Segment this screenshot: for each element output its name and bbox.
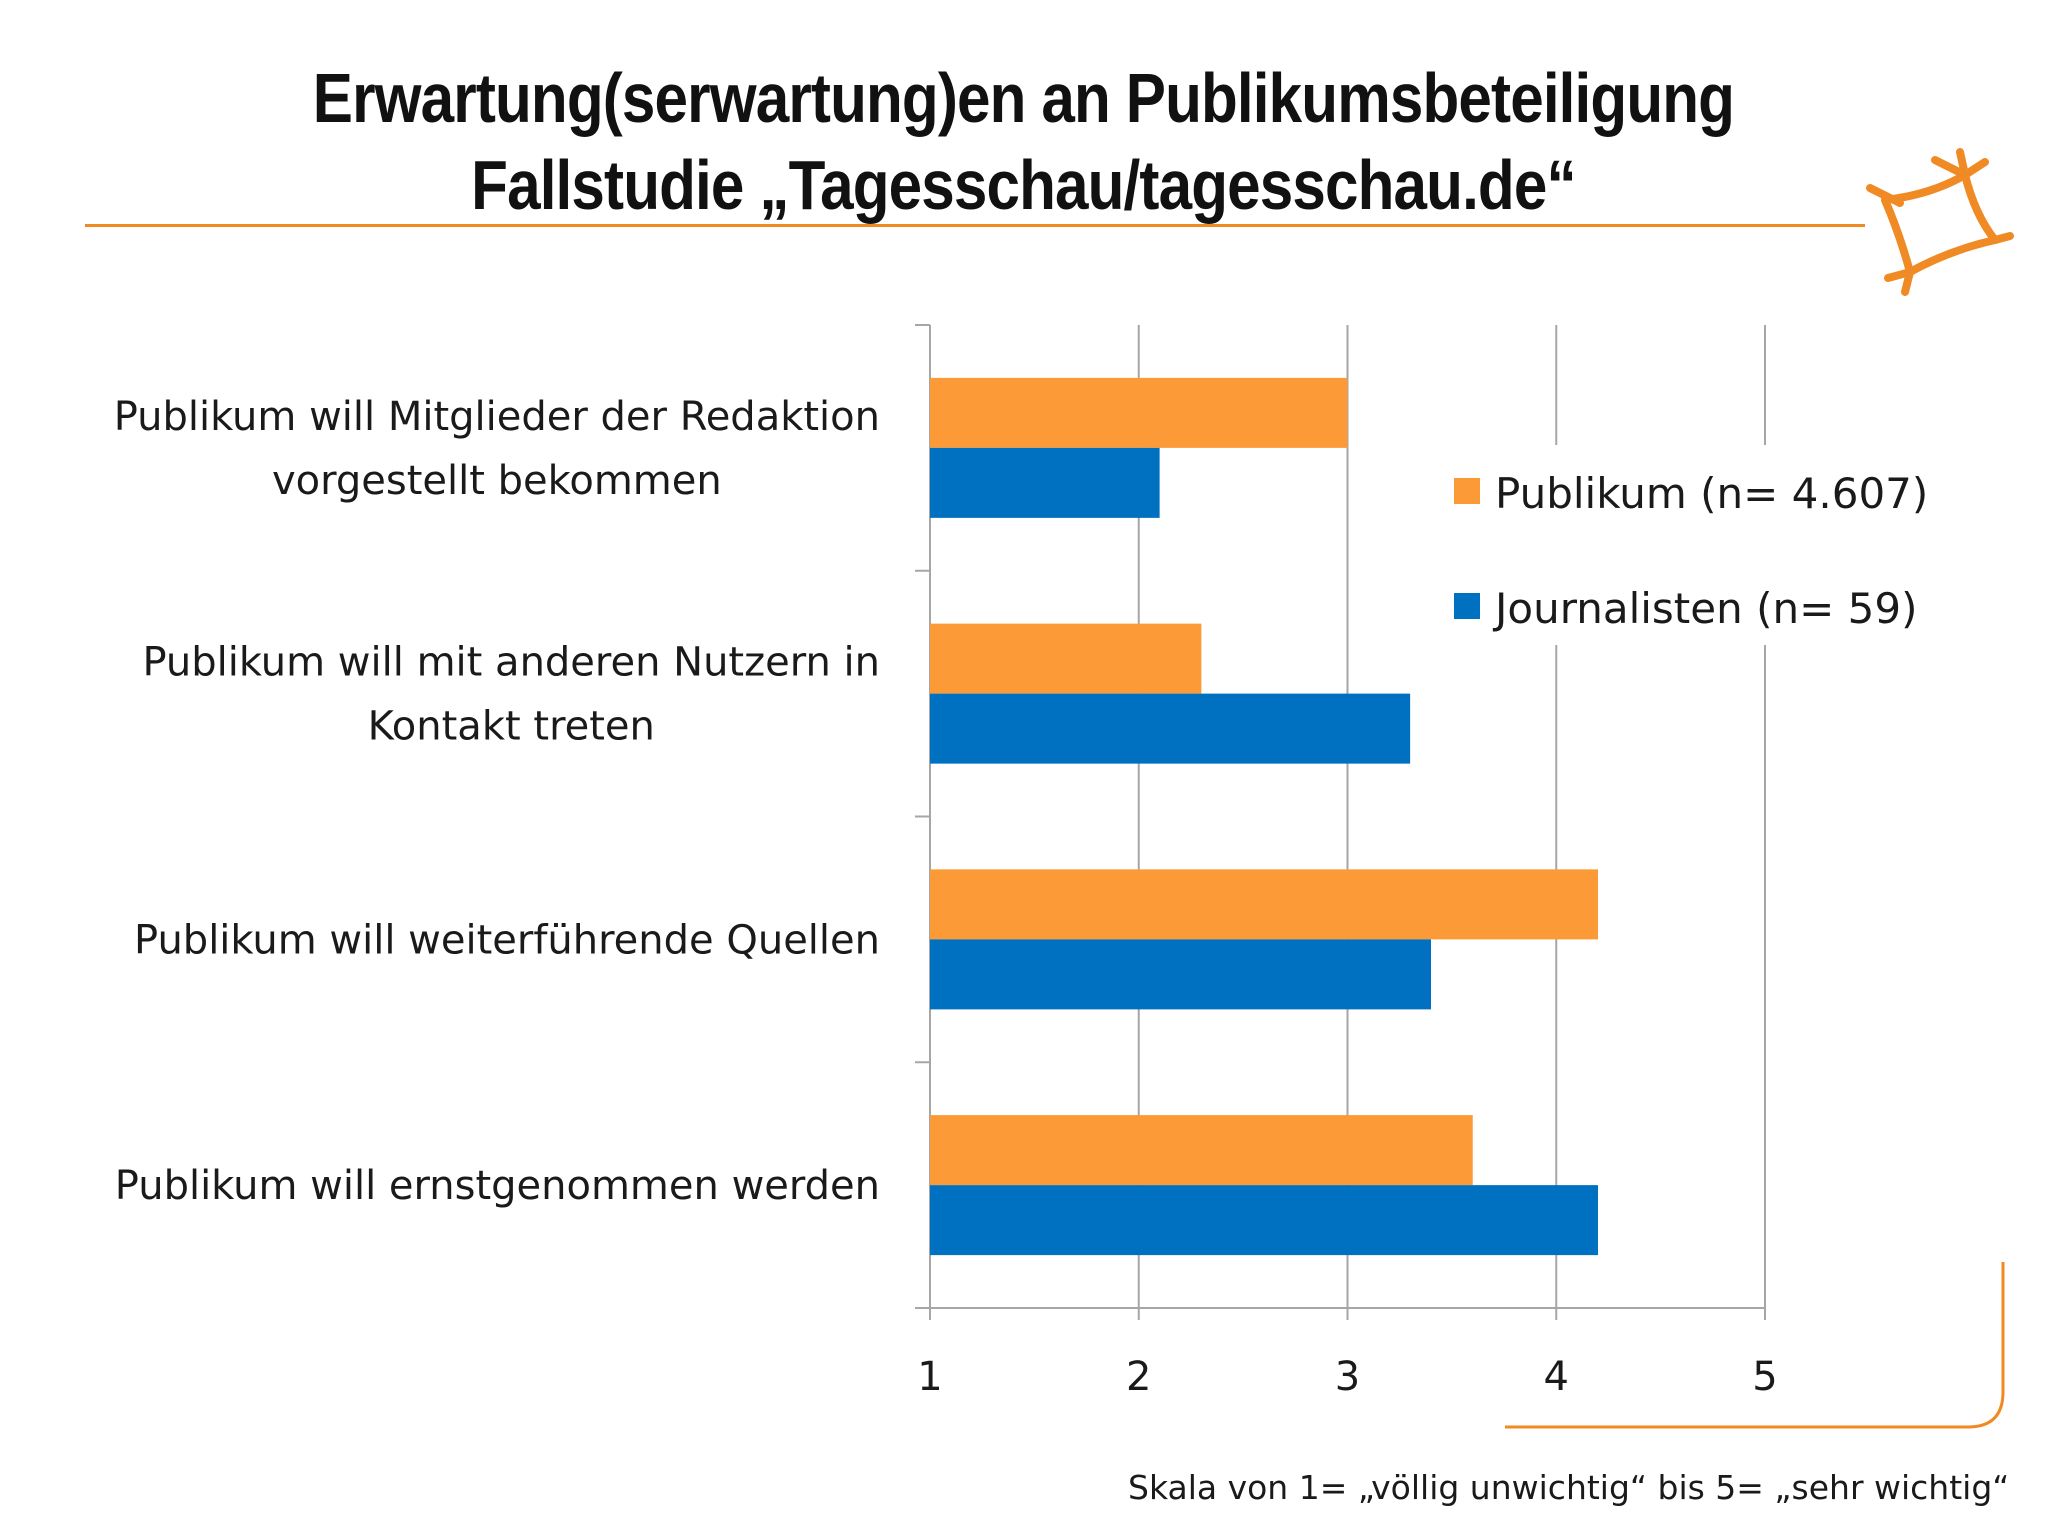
bars xyxy=(930,377,1598,1256)
logo-stroke xyxy=(1906,236,1999,276)
bar-publikum-3 xyxy=(930,1115,1473,1186)
x-tick-label: 5 xyxy=(1752,1354,1777,1400)
logo-stroke xyxy=(1884,268,1914,282)
logo-stroke xyxy=(1866,184,1904,207)
legend-swatch-journalisten xyxy=(1454,593,1480,619)
bar-journalisten-3 xyxy=(930,1185,1598,1256)
category-label: vorgestellt bekommen xyxy=(272,458,722,504)
corner-bracket xyxy=(1505,1262,2005,1429)
legend-swatch-publikum xyxy=(1454,478,1480,504)
logo-stroke xyxy=(1881,196,1914,276)
bar-journalisten-1 xyxy=(930,693,1411,764)
chart-title-line2: Fallstudie „Tagesschau/tagesschau.de“ xyxy=(471,146,1576,224)
x-tick-label: 3 xyxy=(1335,1354,1360,1400)
bar-journalisten-0 xyxy=(930,447,1160,518)
x-tick-label: 2 xyxy=(1126,1354,1151,1400)
category-label: Publikum will Mitglieder der Redaktion xyxy=(114,394,880,440)
category-label: Publikum will ernstgenommen werden xyxy=(115,1163,880,1209)
legend-label-journalisten: Journalisten (n= 59) xyxy=(1492,584,1917,633)
bar-publikum-1 xyxy=(930,623,1202,694)
title-divider xyxy=(85,224,1865,227)
legend-label-publikum: Publikum (n= 4.607) xyxy=(1495,469,1928,518)
legend: Publikum (n= 4.607) Journalisten (n= 59) xyxy=(1440,445,1928,645)
logo-stroke xyxy=(1881,171,1969,204)
x-tick-label: 4 xyxy=(1544,1354,1569,1400)
category-label: Publikum will mit anderen Nutzern in xyxy=(142,640,880,686)
bar-journalisten-2 xyxy=(930,939,1431,1010)
logo-stroke xyxy=(1956,148,1969,179)
bar-publikum-0 xyxy=(930,377,1348,448)
legend-background xyxy=(1440,445,1920,645)
orange-star-frame-icon xyxy=(1866,148,2014,296)
category-labels: Publikum will Mitglieder der Redaktion vo… xyxy=(114,394,880,1209)
category-label: Publikum will weiterführende Quellen xyxy=(134,917,880,963)
logo-stroke xyxy=(1991,232,2014,244)
x-tick-label: 1 xyxy=(917,1354,942,1400)
category-label: Kontakt treten xyxy=(368,704,655,750)
bar-publikum-2 xyxy=(930,869,1598,940)
tick-labels: 1 2 3 4 5 xyxy=(917,1354,1777,1400)
chart-title-line1: Erwartung(serwartung)en an Publikumsbete… xyxy=(312,59,1735,137)
logo-stroke xyxy=(1961,171,1999,244)
scale-note: Skala von 1= „völlig unwichtig“ bis 5= „… xyxy=(1128,1468,2010,1507)
